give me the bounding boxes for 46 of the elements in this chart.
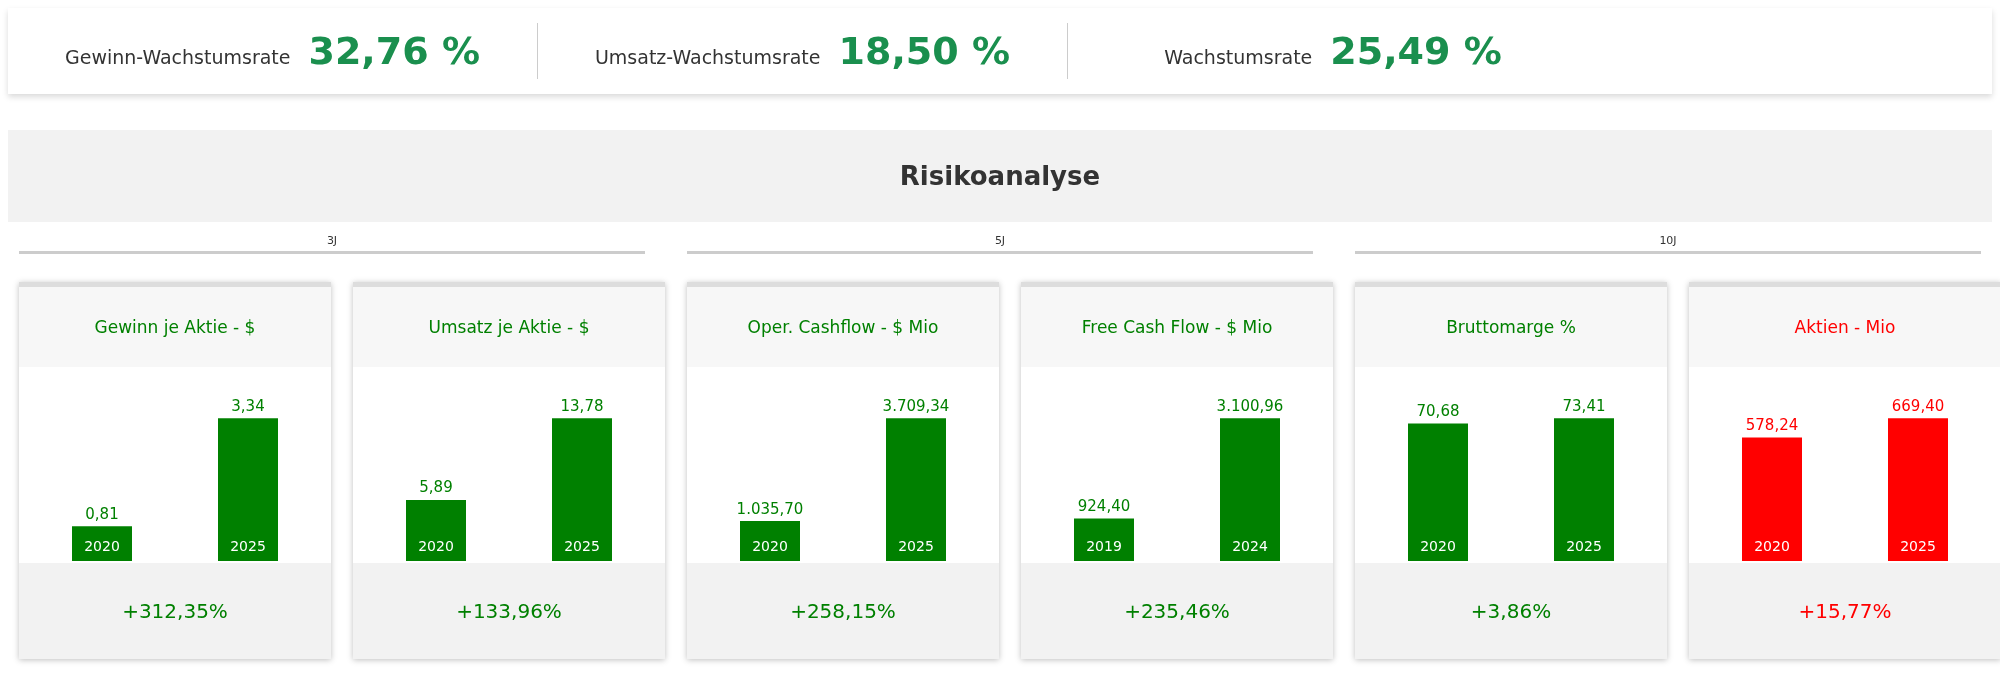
data-label: 5,89 [419, 478, 453, 497]
data-label: 924,40 [1077, 496, 1131, 515]
data-label: 669,40 [1891, 396, 1945, 415]
category-label: Gewinn-Wachstumsrate [64, 46, 291, 68]
x-tick-label: 2025 [1900, 538, 1936, 554]
text: Risikoanalyse [8, 130, 1992, 222]
chart-title: Umsatz je Aktie - $ [353, 287, 665, 367]
x-tick-label: 2025 [564, 538, 600, 554]
text: +312,35% [122, 599, 228, 623]
text: 5J [687, 234, 1313, 254]
category-label: Umsatz-Wachstumsrate [594, 46, 821, 68]
text: 10J [1355, 234, 1981, 254]
x-tick-label: 2020 [752, 538, 788, 554]
data-label: 0,81 [85, 504, 119, 523]
data-label: 578,24 [1745, 416, 1799, 435]
data-label: 18,50 % [838, 29, 1011, 73]
chart-title: Gewinn je Aktie - $ [19, 287, 331, 367]
chart-title: Oper. Cashflow - $ Mio [687, 287, 999, 367]
chart-title: Aktien - Mio [1689, 287, 2000, 367]
data-label: 70,68 [1416, 401, 1460, 420]
text: 3J [19, 234, 645, 254]
x-tick-label: 2019 [1086, 538, 1122, 554]
data-label: 3.100,96 [1216, 396, 1284, 415]
text: +258,15% [790, 599, 896, 623]
data-label: 3.709,34 [882, 396, 950, 415]
text: +235,46% [1124, 599, 1230, 623]
text: +3,86% [1470, 599, 1552, 623]
data-label: 1.035,70 [736, 499, 804, 518]
x-tick-label: 2025 [230, 538, 266, 554]
x-tick-label: 2020 [418, 538, 454, 554]
x-tick-label: 2025 [898, 538, 934, 554]
x-tick-label: 2025 [1566, 538, 1602, 554]
x-tick-label: 2024 [1232, 538, 1268, 554]
text: +133,96% [456, 599, 562, 623]
data-label: 3,34 [231, 396, 265, 415]
x-tick-label: 2020 [1754, 538, 1790, 554]
data-label: 32,76 % [308, 29, 480, 73]
data-label: 73,41 [1562, 396, 1606, 415]
x-tick-label: 2020 [1420, 538, 1456, 554]
x-tick-label: 2020 [84, 538, 120, 554]
data-label: 13,78 [560, 396, 604, 415]
chart-title: Bruttomarge % [1355, 287, 1667, 367]
chart-title: Free Cash Flow - $ Mio [1021, 287, 1333, 367]
category-label: Wachstumsrate [1164, 46, 1313, 68]
data-label: 25,49 % [1330, 29, 1502, 73]
text: +15,77% [1798, 599, 1892, 623]
